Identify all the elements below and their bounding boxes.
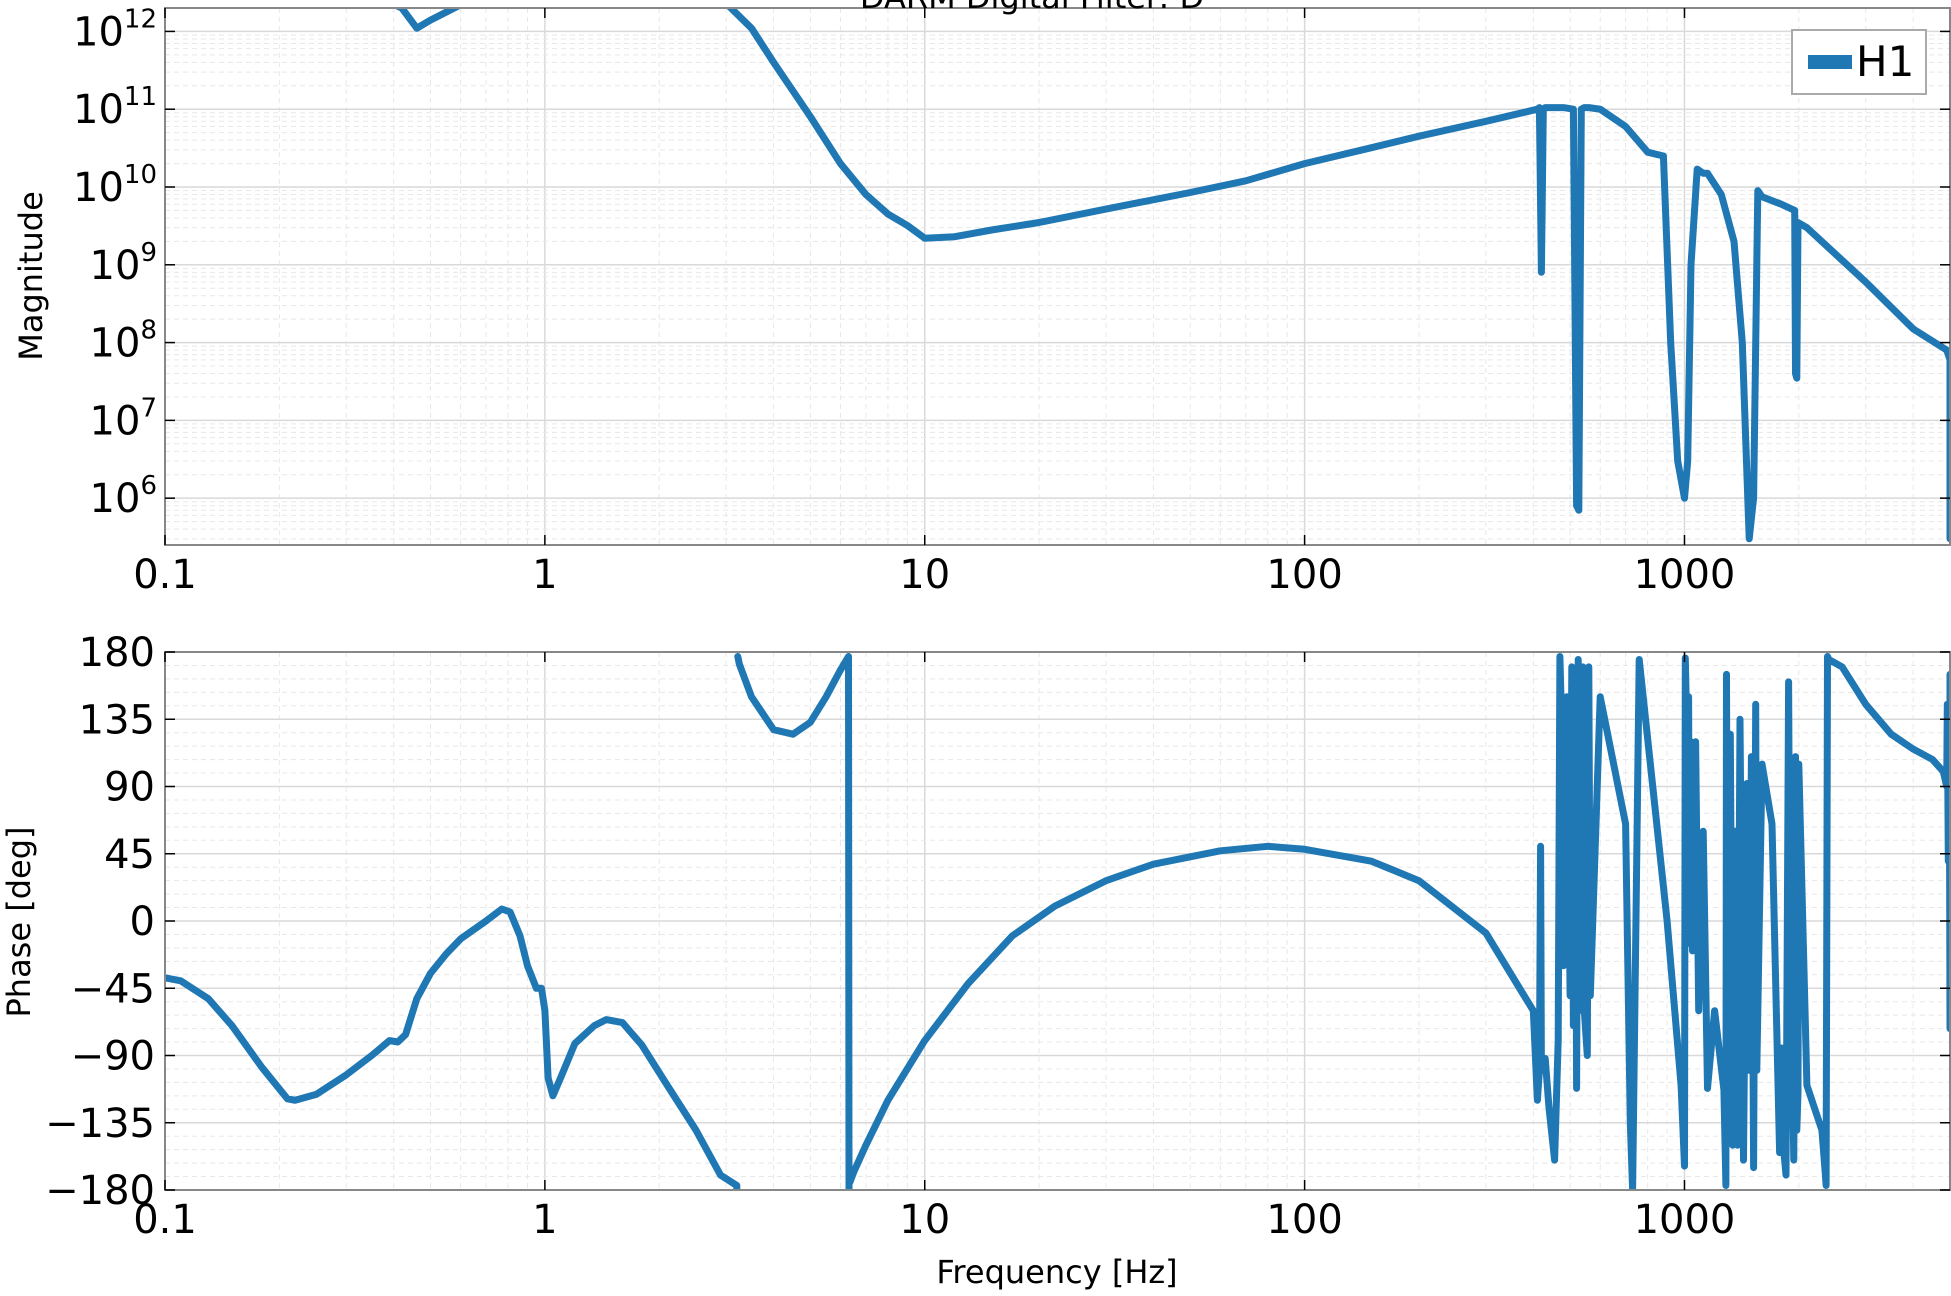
y-tick-label: 107 (90, 393, 157, 444)
x-tick-label: 1 (532, 1197, 557, 1243)
legend: H1 (1791, 29, 1927, 95)
legend-swatch-h1 (1808, 55, 1852, 69)
y-tick-label: −135 (45, 1101, 155, 1147)
phase-ticks: 0.1 1 10 100 1000 −180 −135 −90 −45 0 45 90 135 180 (45, 630, 1950, 1243)
y-tick-label: 180 (79, 630, 155, 676)
y-tick-label: 1010 (73, 160, 157, 211)
y-tick-label: 0 (130, 899, 155, 945)
x-tick-label: 100 (1266, 1197, 1342, 1243)
y-tick-label: 45 (104, 832, 155, 878)
phase-grid (164, 651, 1951, 1191)
y-tick-label: 106 (90, 471, 157, 522)
x-tick-label: 100 (1266, 552, 1342, 598)
magnitude-grid (164, 7, 1951, 545)
x-tick-label: 1000 (1634, 552, 1736, 598)
magnitude-y-axis-label: Magnitude (12, 191, 50, 361)
y-tick-label: −90 (71, 1034, 155, 1080)
magnitude-panel: 0.1 1 10 100 1000 106 107 108 109 1010 1011 1012 DA… (12, 0, 1951, 598)
x-tick-label: 1000 (1634, 1197, 1736, 1243)
legend-label-h1: H1 (1856, 37, 1914, 86)
chart-title: DARM Digital Filter: D (860, 0, 1204, 16)
phase-panel: 0.1 1 10 100 1000 −180 −135 −90 −45 0 45 90 135 180 P… (0, 630, 1951, 1291)
phase-plot-area (165, 653, 1950, 1190)
x-axis-label: Frequency [Hz] (936, 1253, 1177, 1291)
y-tick-label: −45 (71, 966, 155, 1012)
y-tick-label: −180 (45, 1168, 155, 1214)
x-tick-label: 0.1 (133, 1197, 197, 1243)
series-line-h1 (393, 8, 1950, 543)
y-tick-label: 109 (90, 238, 157, 289)
y-tick-label: 1012 (73, 4, 157, 55)
x-tick-label: 10 (899, 552, 950, 598)
x-tick-label: 1 (532, 552, 557, 598)
y-tick-label: 90 (104, 765, 155, 811)
magnitude-plot-area (393, 8, 1950, 543)
y-tick-label: 1011 (73, 82, 157, 133)
y-tick-label: 108 (90, 316, 157, 367)
phase-y-axis-label: Phase [deg] (0, 827, 38, 1018)
magnitude-axes-frame (164, 7, 1951, 546)
x-tick-label: 0.1 (133, 552, 197, 598)
magnitude-ticks: 0.1 1 10 100 1000 106 107 108 109 1010 1011 1012 (73, 4, 1950, 598)
series-line-h1 (165, 653, 1950, 1190)
y-tick-label: 135 (79, 697, 155, 743)
x-tick-label: 10 (899, 1197, 950, 1243)
